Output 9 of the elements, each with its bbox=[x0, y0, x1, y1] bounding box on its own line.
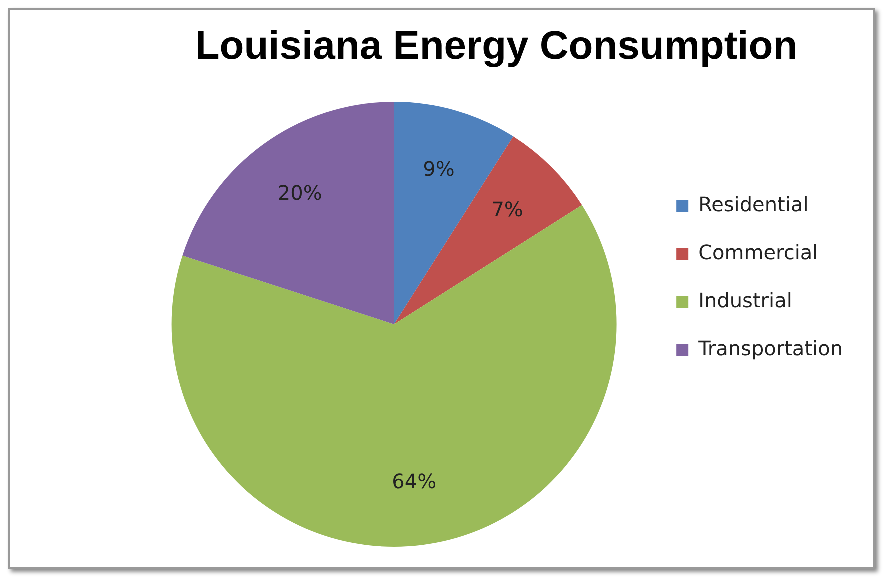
data-label: 7% bbox=[492, 197, 524, 222]
legend-label: Commercial bbox=[698, 240, 818, 265]
data-label: 9% bbox=[423, 156, 455, 181]
chart-title: Louisiana Energy Consumption bbox=[195, 24, 798, 68]
legend-label: Industrial bbox=[698, 288, 792, 313]
legend-label: Transportation bbox=[698, 336, 844, 361]
data-label: 64% bbox=[392, 470, 437, 494]
data-label: 20% bbox=[278, 181, 322, 206]
legend-label: Residential bbox=[698, 192, 809, 217]
